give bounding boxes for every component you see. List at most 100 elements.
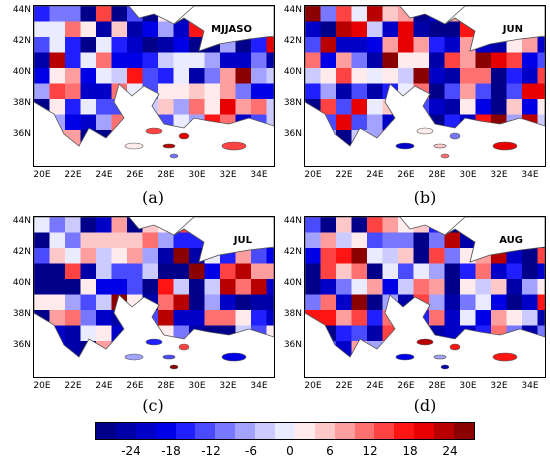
caption-c: (c) <box>142 396 164 415</box>
grid-cell <box>320 21 337 38</box>
grid-cell <box>336 248 352 264</box>
grid-cell <box>34 68 50 84</box>
lon-label: 24E <box>95 381 113 391</box>
grid-cell <box>111 130 128 146</box>
grid-cell <box>49 52 66 69</box>
grid-cell <box>127 83 143 100</box>
island <box>145 338 163 346</box>
grid-cell <box>111 232 128 249</box>
grid-cell <box>305 341 321 357</box>
colorbar-label: 18 <box>402 444 418 458</box>
lon-label: 28E <box>428 170 446 180</box>
grid-cell <box>475 52 492 69</box>
colorbar-swatch <box>314 423 335 439</box>
island <box>395 353 415 361</box>
grid-cell <box>491 372 507 377</box>
grid-cell <box>65 145 81 146</box>
grid-cell <box>444 279 461 295</box>
colorbar-swatch <box>235 423 256 439</box>
lon-label: 26E <box>397 381 415 391</box>
grid-cell <box>34 83 50 100</box>
grid-cell <box>320 83 337 100</box>
lat-label: 42N <box>283 36 302 46</box>
lon-label: 20E <box>304 170 322 180</box>
grid-cell <box>351 114 368 131</box>
colorbar-label: 24 <box>442 444 458 458</box>
colorbar-label: -24 <box>121 444 141 458</box>
grid-cell <box>189 325 205 342</box>
grid-cell <box>476 161 492 166</box>
grid-cell <box>173 248 190 264</box>
grid-cell <box>49 248 66 264</box>
grid-cell <box>34 356 50 357</box>
grid-cell <box>538 161 546 166</box>
grid-cell <box>398 68 414 84</box>
grid-cell <box>204 341 221 357</box>
grid-cell <box>80 6 97 22</box>
grid-cell <box>413 21 430 38</box>
grid-cell <box>127 372 143 377</box>
grid-cell <box>158 21 174 38</box>
grid-cell <box>475 145 492 146</box>
grid-cell <box>305 21 321 38</box>
grid-cell <box>220 161 236 166</box>
grid-cell <box>352 161 368 166</box>
grid-cell <box>336 294 352 311</box>
grid-cell <box>204 263 221 280</box>
grid-cell <box>235 279 252 295</box>
grid-cell <box>429 310 445 326</box>
lon-label: 26E <box>126 170 144 180</box>
grid-cell <box>336 279 352 295</box>
grid-cell <box>305 248 321 264</box>
grid-cell <box>235 83 252 100</box>
grid-cell <box>367 52 383 69</box>
lat-label: 42N <box>283 247 302 257</box>
grid-cell <box>460 294 476 311</box>
grid-cell <box>96 145 112 146</box>
grid-cell <box>96 99 112 115</box>
grid-cell <box>80 248 97 264</box>
grid-cell <box>382 68 399 84</box>
grid-cell <box>475 83 492 100</box>
grid-cell <box>266 114 274 131</box>
grid-cell <box>460 372 476 377</box>
grid-cell <box>367 83 383 100</box>
grid-cell <box>65 130 81 146</box>
grid-cell <box>34 248 50 264</box>
grid-cell <box>429 248 445 264</box>
grid-cell <box>444 263 461 280</box>
grid-cell <box>522 325 538 342</box>
grid-cell <box>96 372 112 377</box>
grid-cell <box>204 68 221 84</box>
grid-cell <box>251 145 267 146</box>
grid-cell <box>413 279 430 295</box>
grid-cell <box>65 232 81 249</box>
grid-cell <box>65 217 81 233</box>
grid-cell <box>251 248 267 264</box>
grid-cell <box>65 341 81 357</box>
grid-cell <box>96 248 112 264</box>
grid-cell <box>506 279 523 295</box>
grid-cell <box>112 161 128 166</box>
grid-cell <box>158 99 174 115</box>
grid-cell <box>429 37 445 53</box>
grid-cell <box>506 294 523 311</box>
island <box>169 153 179 159</box>
grid-cell <box>96 130 112 146</box>
grid-cell <box>220 310 236 326</box>
grid-cell <box>398 325 414 342</box>
grid-cell <box>34 341 50 357</box>
black-sea <box>173 217 274 263</box>
grid-cell <box>80 263 97 280</box>
grid-cell <box>537 263 545 280</box>
grid-cell <box>444 232 461 249</box>
grid-cell <box>142 145 159 146</box>
grid-cell <box>460 68 476 84</box>
grid-cell <box>305 83 321 100</box>
grid-cell <box>537 294 545 311</box>
island <box>162 143 176 149</box>
grid-cell <box>142 356 159 357</box>
grid-cell <box>266 37 274 53</box>
grid-cell <box>49 145 66 146</box>
grid-cell <box>444 37 461 53</box>
